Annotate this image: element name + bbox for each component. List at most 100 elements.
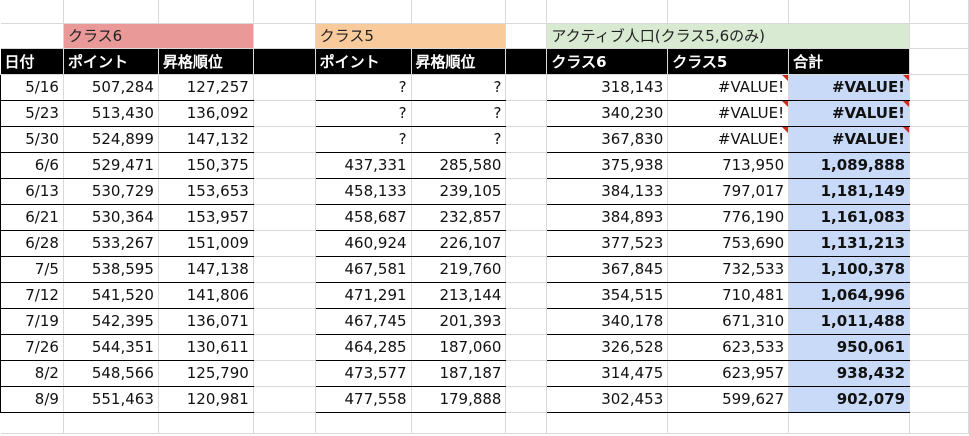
cell[interactable] [909,282,969,309]
cell-tot[interactable]: #VALUE! [788,126,911,153]
cell-c5r[interactable]: 239,105 [411,178,507,205]
cell-c6r[interactable]: 141,806 [158,282,254,309]
cell-c5p[interactable]: ? [314,126,412,153]
cell-a5[interactable]: #VALUE! [667,74,790,101]
cell-tot[interactable]: 1,181,149 [788,178,911,205]
cell-date[interactable]: 7/5 [0,256,64,283]
cell-tot[interactable]: 1,064,996 [788,282,911,309]
cell-c6p[interactable]: 530,364 [63,204,159,231]
cell[interactable] [505,178,548,205]
cell-c6p[interactable]: 529,471 [63,152,159,179]
cell-c6r[interactable]: 147,138 [158,256,254,283]
cell-c6r[interactable]: 153,957 [158,204,254,231]
cell-a5[interactable]: 710,481 [667,282,790,309]
header-total[interactable]: 合計 [788,48,911,75]
cell-c6r[interactable]: 125,790 [158,360,254,387]
header-date[interactable]: 日付 [0,48,64,75]
cell[interactable] [158,412,254,434]
cell[interactable] [315,0,412,24]
cell[interactable] [253,360,316,387]
cell[interactable] [63,412,159,434]
cell-c5p[interactable]: 473,577 [314,360,412,387]
cell-c5p[interactable]: 458,133 [314,178,412,205]
cell-c5r[interactable]: 232,857 [411,204,507,231]
cell-date[interactable]: 6/13 [0,178,64,205]
header-class6-points[interactable]: ポイント [63,48,159,75]
cell[interactable] [505,334,548,361]
cell[interactable] [505,360,548,387]
cell[interactable] [505,100,548,127]
cell-c5p[interactable]: ? [314,100,412,127]
cell-c6r[interactable]: 147,132 [158,126,254,153]
cell-c5p[interactable]: 477,558 [314,386,412,413]
cell-tot[interactable]: 902,079 [788,386,911,413]
cell[interactable] [505,152,548,179]
cell-a6[interactable]: 326,528 [546,334,669,361]
cell[interactable] [909,48,969,75]
cell[interactable] [505,126,548,153]
cell[interactable] [909,100,969,127]
header-class6-rank[interactable]: 昇格順位 [158,48,254,75]
cell[interactable] [253,126,316,153]
cell[interactable] [909,230,969,257]
cell-c5r[interactable]: 226,107 [411,230,507,257]
cell-c5r[interactable]: ? [411,74,507,101]
cell-a5[interactable]: 713,950 [667,152,790,179]
cell[interactable] [505,230,548,257]
cell-c6p[interactable]: 542,395 [63,308,159,335]
cell-date[interactable]: 7/12 [0,282,64,309]
cell-c6r[interactable]: 153,653 [158,178,254,205]
cell[interactable] [253,412,316,434]
cell[interactable] [253,334,316,361]
cell-date[interactable]: 5/23 [0,100,64,127]
cell-date[interactable]: 7/26 [0,334,64,361]
cell[interactable] [505,204,548,231]
header-class5-rank[interactable]: 昇格順位 [411,48,507,75]
cell-tot[interactable]: 1,100,378 [788,256,911,283]
cell-date[interactable]: 5/16 [0,74,64,101]
cell[interactable] [0,23,64,49]
cell[interactable] [909,334,969,361]
cell-a6[interactable]: 354,515 [546,282,669,309]
cell[interactable] [253,0,316,24]
cell-a5[interactable]: 623,957 [667,360,790,387]
cell[interactable] [909,256,969,283]
cell-c5p[interactable]: 464,285 [314,334,412,361]
cell[interactable] [411,0,507,24]
cell[interactable] [909,126,969,153]
cell-a6[interactable]: 377,523 [546,230,669,257]
cell[interactable] [253,178,316,205]
cell[interactable] [253,256,316,283]
cell-date[interactable]: 8/2 [0,360,64,387]
cell-c5r[interactable]: ? [411,100,507,127]
cell[interactable] [0,412,64,434]
cell-a5[interactable]: 671,310 [667,308,790,335]
group-label-class6[interactable]: クラス6 [62,22,254,49]
cell[interactable] [158,0,254,24]
cell-c6p[interactable]: 530,729 [63,178,159,205]
cell-tot[interactable]: 1,011,488 [788,308,911,335]
cell-c6p[interactable]: 507,284 [63,74,159,101]
cell-c5p[interactable]: 471,291 [314,282,412,309]
cell[interactable] [909,204,969,231]
cell-c6r[interactable]: 136,092 [158,100,254,127]
cell-c5p[interactable]: 458,687 [314,204,412,231]
header-class5-points[interactable]: ポイント [315,48,412,75]
cell[interactable] [505,308,548,335]
cell-c6r[interactable]: 130,611 [158,334,254,361]
cell-c6p[interactable]: 524,899 [63,126,159,153]
cell-c5r[interactable]: 213,144 [411,282,507,309]
cell[interactable] [253,152,316,179]
header-active-class6[interactable]: クラス6 [546,48,669,75]
cell-c6r[interactable]: 120,981 [158,386,254,413]
cell-c5r[interactable]: 179,888 [411,386,507,413]
cell[interactable] [788,0,911,24]
cell-c5r[interactable]: ? [411,126,507,153]
cell-a6[interactable]: 340,230 [546,100,669,127]
cell[interactable] [909,412,969,434]
cell-c5p[interactable]: 437,331 [314,152,412,179]
cell[interactable] [909,0,969,24]
cell[interactable] [253,230,316,257]
cell-date[interactable]: 8/9 [0,386,64,413]
cell[interactable] [909,360,969,387]
